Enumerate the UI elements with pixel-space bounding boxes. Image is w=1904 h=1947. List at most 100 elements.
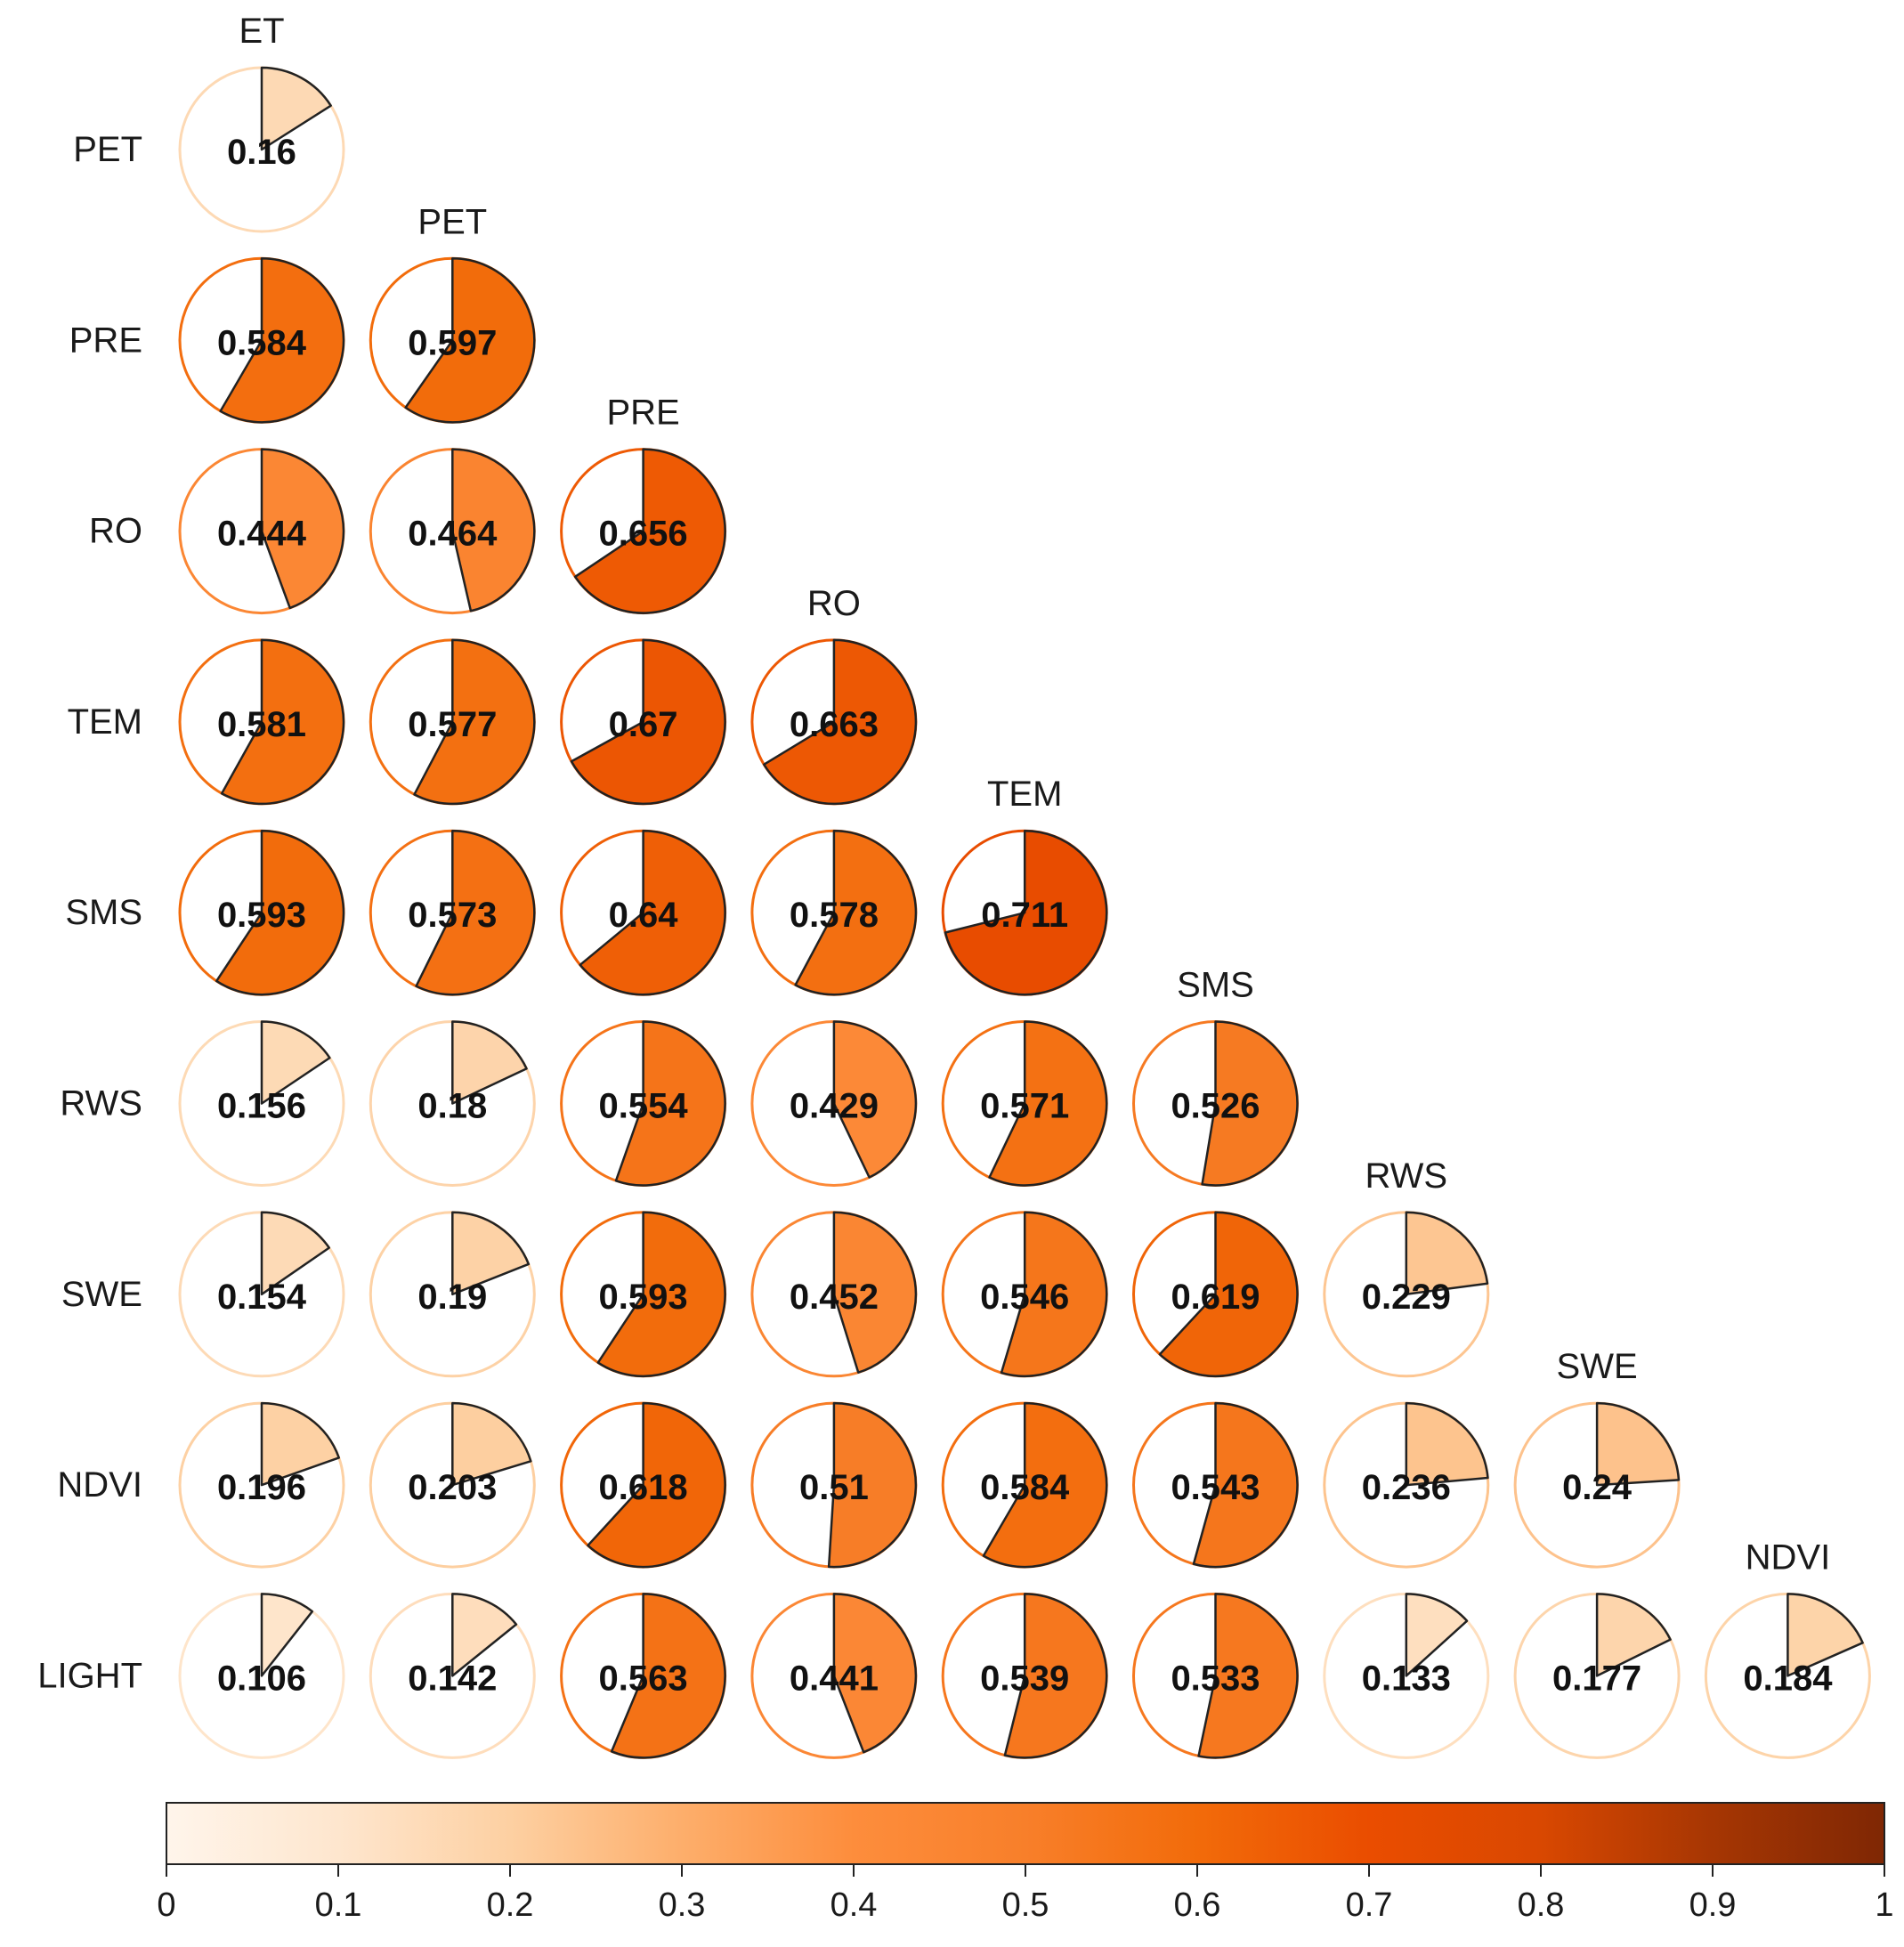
- pie-value-label: 0.177: [1552, 1659, 1641, 1698]
- pie-value-label: 0.67: [609, 705, 678, 744]
- col-label-tem: TEM: [987, 775, 1062, 814]
- pie-cell-tem-ro: 0.663: [750, 638, 918, 806]
- pie-slice: [832, 1020, 918, 1179]
- pie-value-label: 0.24: [1562, 1468, 1633, 1507]
- pie-slice: [763, 638, 918, 806]
- pie-cell-swe-et: 0.154: [178, 1211, 345, 1378]
- pie-cell-tem-pre: 0.67: [560, 638, 727, 806]
- col-label-ndvi: NDVI: [1746, 1537, 1831, 1577]
- pie-cell-swe-sms: 0.619: [1132, 1211, 1299, 1378]
- pie-cell-light-rws: 0.133: [1323, 1592, 1490, 1759]
- pie-slice: [451, 1401, 532, 1487]
- pie-value-label: 0.571: [980, 1087, 1069, 1126]
- pie-value-label: 0.441: [790, 1659, 879, 1698]
- pie-slice: [260, 1593, 314, 1677]
- pie-slice: [988, 1020, 1108, 1187]
- pie-slice: [451, 1020, 528, 1105]
- pie-value-label: 0.19: [417, 1278, 487, 1317]
- col-label-pet: PET: [417, 202, 487, 241]
- pie-slice: [1201, 1020, 1299, 1187]
- pie-slice: [413, 638, 536, 806]
- pie-value-label: 0.106: [217, 1659, 306, 1698]
- pie-slice: [827, 1401, 918, 1569]
- pie-value-label: 0.229: [1362, 1278, 1451, 1317]
- pie-cell-light-sms: 0.533: [1132, 1592, 1299, 1759]
- pie-cell-ndvi-pet: 0.203: [369, 1401, 536, 1569]
- pie-value-label: 0.429: [790, 1087, 879, 1126]
- pie-cell-tem-et: 0.581: [178, 638, 345, 806]
- pie-cell-ndvi-et: 0.196: [178, 1401, 345, 1569]
- pie-cell-pre-pet: 0.597: [369, 256, 536, 424]
- pie-slice: [451, 1593, 518, 1677]
- pie-slice: [215, 829, 345, 996]
- row-label-swe: SWE: [61, 1275, 142, 1314]
- pie-slice: [570, 638, 726, 806]
- pie-cell-swe-ro: 0.452: [750, 1211, 918, 1378]
- pie-cell-ro-pet: 0.464: [369, 448, 536, 615]
- colorbar-ticks: 0 0.1 0.2 0.3 0.4 0.5 0.6 0.7 0.8 0.9 1: [157, 1864, 1894, 1924]
- pie-value-label: 0.18: [417, 1087, 487, 1126]
- pie-value-label: 0.444: [217, 515, 307, 554]
- pie-slice: [573, 448, 726, 614]
- colorbar: 0 0.1 0.2 0.3 0.4 0.5 0.6 0.7 0.8 0.9 1: [157, 1802, 1894, 1924]
- pie-cell-rws-sms: 0.526: [1132, 1020, 1299, 1187]
- pie-value-label: 0.533: [1171, 1659, 1260, 1698]
- pie-slice: [1192, 1401, 1299, 1569]
- pie-slice: [944, 829, 1108, 996]
- colorbar-tick-label: 1: [1875, 1886, 1893, 1924]
- pie-value-label: 0.196: [217, 1468, 306, 1507]
- pie-cell-light-et: 0.106: [178, 1592, 345, 1759]
- pie-slice: [614, 1020, 726, 1187]
- pie-cell-light-swe: 0.177: [1513, 1592, 1681, 1759]
- pie-value-label: 0.618: [599, 1468, 688, 1507]
- pie-cell-ndvi-tem: 0.584: [941, 1401, 1108, 1569]
- col-label-et: ET: [239, 12, 284, 51]
- colorbar-gradient: [166, 1802, 1885, 1865]
- pie-value-label: 0.133: [1362, 1659, 1451, 1698]
- col-label-pre: PRE: [606, 393, 679, 433]
- pie-value-label: 0.452: [790, 1278, 879, 1317]
- pie-value-label: 0.593: [217, 896, 306, 935]
- row-label-rws: RWS: [60, 1084, 142, 1124]
- pie-value-label: 0.581: [217, 705, 306, 744]
- row-label-light: LIGHT: [37, 1656, 142, 1695]
- col-label-sms: SMS: [1177, 966, 1254, 1005]
- pie-slice: [1595, 1401, 1681, 1487]
- pie-cell-ndvi-sms: 0.543: [1132, 1401, 1299, 1569]
- colorbar-tick-label: 0.8: [1518, 1886, 1565, 1924]
- pie-value-label: 0.51: [799, 1468, 869, 1507]
- pie-value-label: 0.584: [217, 323, 307, 362]
- pie-value-label: 0.236: [1362, 1468, 1451, 1507]
- pie-value-label: 0.154: [217, 1278, 307, 1317]
- pie-slice: [220, 638, 345, 806]
- pie-slice: [1405, 1211, 1489, 1296]
- pie-slice: [610, 1593, 726, 1759]
- pie-slice: [1003, 1593, 1108, 1759]
- colorbar-tick-label: 0.1: [315, 1886, 362, 1924]
- pie-slice: [832, 1211, 918, 1374]
- pie-value-label: 0.16: [227, 133, 296, 172]
- pie-cell-sms-ro: 0.578: [750, 829, 918, 996]
- pie-value-label: 0.142: [408, 1659, 497, 1698]
- pie-value-label: 0.543: [1171, 1468, 1260, 1507]
- pie-cell-ndvi-swe: 0.24: [1513, 1401, 1681, 1569]
- pie-value-label: 0.619: [1171, 1278, 1260, 1317]
- pie-slice: [794, 829, 918, 996]
- pie-slice: [404, 257, 536, 424]
- pie-cell-tem-pet: 0.577: [369, 638, 536, 806]
- pie-slice: [219, 257, 345, 424]
- pie-value-label: 0.656: [599, 515, 688, 554]
- pie-value-label: 0.64: [609, 896, 679, 935]
- pie-slice: [260, 448, 345, 610]
- pie-value-label: 0.578: [790, 896, 879, 935]
- pie-cell-swe-rws: 0.229: [1323, 1211, 1490, 1378]
- col-label-rws: RWS: [1365, 1156, 1447, 1196]
- row-label-sms: SMS: [65, 893, 142, 932]
- pie-cell-light-ro: 0.441: [750, 1592, 918, 1759]
- pie-cell-rws-ro: 0.429: [750, 1020, 918, 1187]
- pie-cell-sms-tem: 0.711: [941, 829, 1108, 996]
- pie-value-label: 0.156: [217, 1087, 306, 1126]
- pie-slice: [451, 448, 536, 612]
- pie-slice: [596, 1211, 726, 1378]
